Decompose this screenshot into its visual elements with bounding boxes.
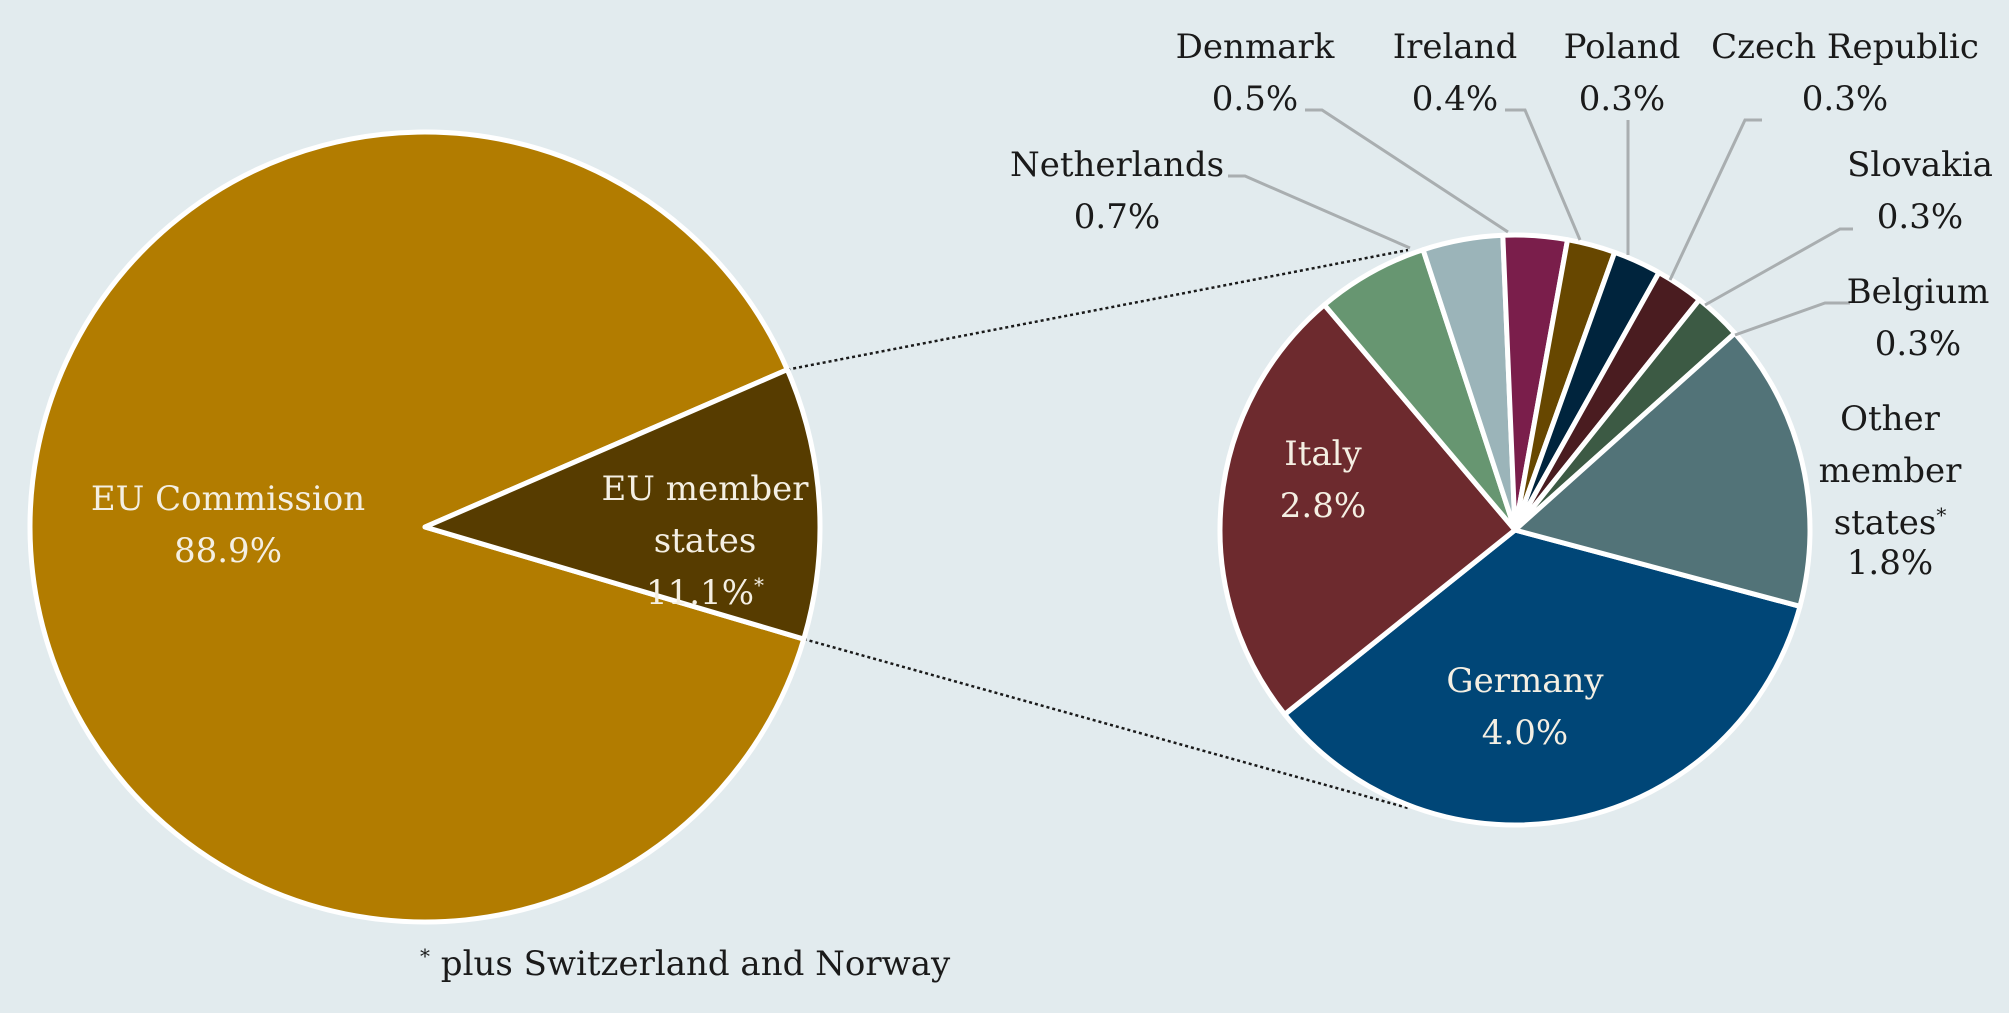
label-eu-commission: EU Commission 88.9% xyxy=(91,479,365,571)
slice-labels: EU Commission 88.9% EU member states 11.1%* G… xyxy=(91,27,1993,753)
label-netherlands: Netherlands 0.7% xyxy=(1010,145,1224,237)
callout-leader-lines xyxy=(1228,108,1853,337)
leader-netherlands xyxy=(1228,174,1411,250)
slice-eu-member-states xyxy=(422,367,823,642)
leader-slovakia xyxy=(1704,227,1853,307)
label-germany: Germany 4.0% xyxy=(1446,661,1604,753)
pie-member-states xyxy=(1217,232,1813,828)
label-belgium: Belgium 0.3% xyxy=(1847,272,1990,364)
label-slovakia: Slovakia 0.3% xyxy=(1847,145,1993,237)
slice-other-member-states xyxy=(1512,330,1813,609)
leader-czech-republic xyxy=(1668,118,1762,281)
label-czech-republic: Czech Republic 0.3% xyxy=(1711,27,1979,119)
label-denmark: Denmark 0.5% xyxy=(1176,27,1335,119)
leader-denmark xyxy=(1305,108,1509,234)
leader-ireland xyxy=(1505,108,1582,241)
leader-belgium xyxy=(1734,301,1850,337)
footnote: * plus Switzerland and Norway xyxy=(420,944,951,984)
zoom-connector-lines xyxy=(787,248,1409,810)
slice-germany xyxy=(1282,527,1803,828)
label-ireland: Ireland 0.4% xyxy=(1393,27,1518,119)
pie-eu-funding xyxy=(27,129,823,925)
label-poland: Poland 0.3% xyxy=(1564,27,1681,119)
footnote-marker: * xyxy=(420,944,430,968)
slice-eu-commission xyxy=(27,129,807,925)
connector-bottom xyxy=(803,637,1409,810)
slice-italy xyxy=(1217,302,1518,717)
label-eu-member-states: EU member states 11.1%* xyxy=(601,469,809,613)
footnote-text: plus Switzerland and Norway xyxy=(430,944,951,984)
label-other-member-states: Other member states* 1.8% xyxy=(1819,399,1962,583)
label-italy: Italy 2.8% xyxy=(1280,434,1366,526)
